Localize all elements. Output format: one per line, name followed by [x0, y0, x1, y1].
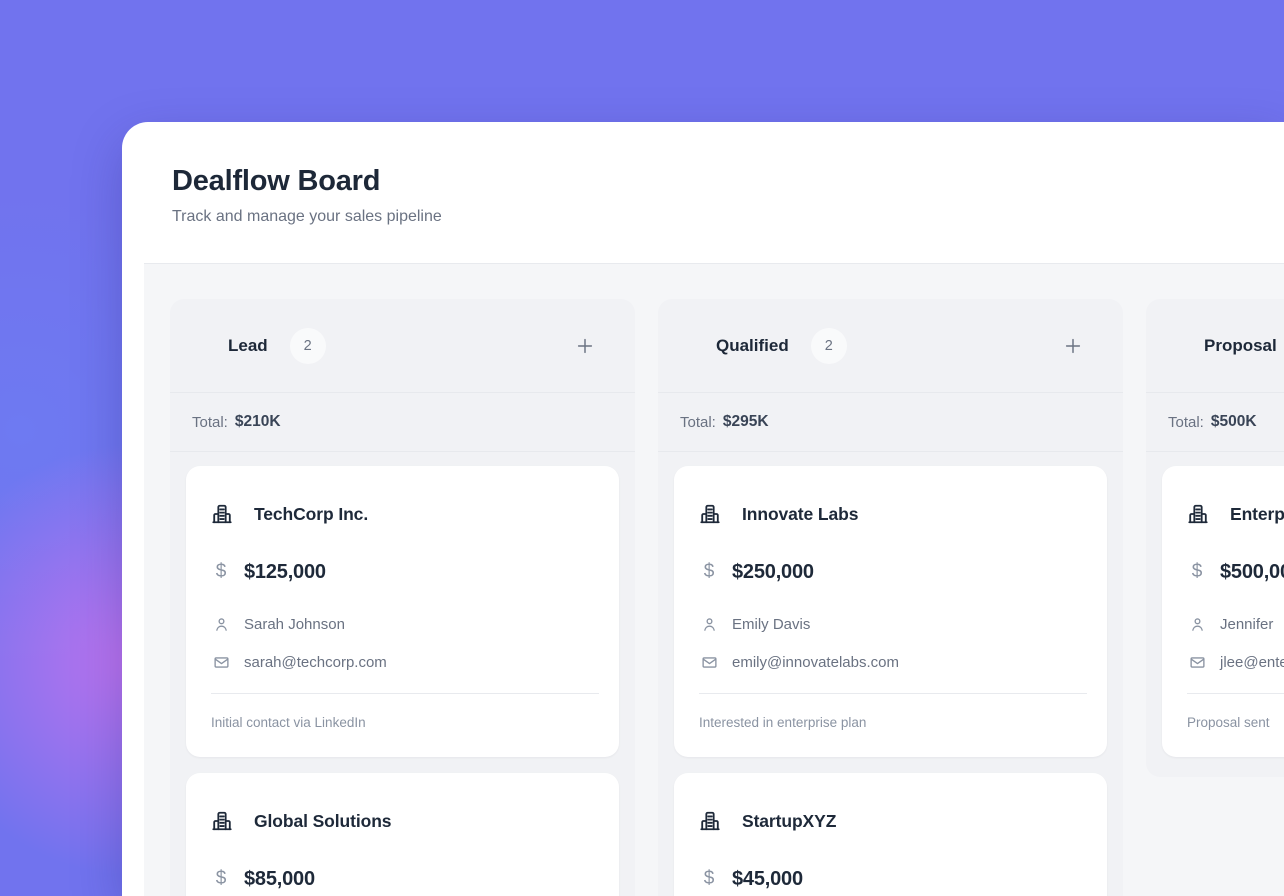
header-divider — [144, 263, 1284, 264]
card-email-row: jlee@enterprise.com — [1187, 650, 1284, 674]
card-divider — [1187, 693, 1284, 694]
card-company-row: Enterprise — [1187, 500, 1284, 528]
mail-icon — [1187, 654, 1207, 671]
card-deal-value: $85,000 — [244, 867, 315, 890]
plus-icon — [575, 335, 595, 357]
card-value-row: $ $250,000 — [699, 557, 1087, 587]
card-deal-value: $500,000 — [1220, 560, 1284, 583]
building-icon — [211, 810, 233, 832]
card-value-row: $ $125,000 — [211, 557, 599, 587]
card-note: Proposal sent — [1187, 715, 1270, 730]
column-proposal: Proposal 1 Total: $500K — [1146, 299, 1284, 777]
column-header: Lead 2 — [170, 299, 635, 393]
card-contact-row: Jennifer — [1187, 612, 1284, 636]
total-label: Total: — [192, 413, 228, 431]
total-label: Total: — [680, 413, 716, 431]
card-contact-row: Emily Davis — [699, 612, 1087, 636]
total-label: Total: — [1168, 413, 1204, 431]
card-deal-value: $250,000 — [732, 560, 814, 583]
card-deal-value: $125,000 — [244, 560, 326, 583]
column-header: Qualified 2 — [658, 299, 1123, 393]
add-deal-button[interactable] — [1059, 331, 1087, 361]
building-icon — [1187, 503, 1209, 525]
card-contact-name: Jennifer — [1220, 615, 1274, 633]
card-company-name: Enterprise — [1230, 503, 1284, 524]
card-value-row: $ $500,000 — [1187, 557, 1284, 587]
deal-card[interactable]: Enterprise $ $500,000 Jennifer — [1162, 466, 1284, 757]
app-panel: Dealflow Board Track and manage your sal… — [122, 122, 1284, 896]
column-count-badge: 2 — [289, 327, 326, 364]
building-icon — [699, 810, 721, 832]
column-total: Total: $210K — [170, 393, 635, 452]
total-value: $210K — [234, 413, 281, 430]
column-title: Proposal — [1204, 335, 1277, 355]
card-contact-email: sarah@techcorp.com — [244, 653, 387, 671]
page-subtitle: Track and manage your sales pipeline — [172, 208, 442, 225]
card-list: Enterprise $ $500,000 Jennifer — [1146, 452, 1284, 777]
mail-icon — [211, 654, 231, 671]
card-contact-row: Sarah Johnson — [211, 612, 599, 636]
card-company-name: TechCorp Inc. — [254, 503, 369, 524]
column-title: Qualified — [716, 335, 789, 355]
building-icon — [699, 503, 721, 525]
card-deal-value: $45,000 — [732, 867, 803, 890]
card-email-row: sarah@techcorp.com — [211, 650, 599, 674]
card-note: Initial contact via LinkedIn — [211, 715, 366, 730]
column-count-badge: 2 — [810, 327, 847, 364]
column-title: Lead — [228, 335, 268, 355]
column-header: Proposal 1 — [1146, 299, 1284, 393]
column-qualified: Qualified 2 Total: $295K — [658, 299, 1123, 896]
building-icon — [211, 503, 233, 525]
person-icon — [211, 616, 231, 633]
card-company-row: TechCorp Inc. — [211, 500, 599, 528]
card-value-row: $ $45,000 — [699, 864, 1087, 894]
column-total: Total: $295K — [658, 393, 1123, 452]
card-note: Interested in enterprise plan — [699, 715, 867, 730]
card-company-name: Innovate Labs — [742, 503, 859, 524]
pipeline-board: Lead 2 Total: $210K T — [144, 264, 1284, 896]
person-icon — [699, 616, 719, 633]
card-email-row: emily@innovatelabs.com — [699, 650, 1087, 674]
card-contact-name: Sarah Johnson — [244, 615, 345, 633]
card-company-name: Global Solutions — [254, 810, 392, 831]
card-divider — [211, 693, 599, 694]
deal-card[interactable]: StartupXYZ $ $45,000 — [674, 773, 1107, 896]
card-company-name: StartupXYZ — [742, 810, 837, 831]
dollar-icon: $ — [215, 868, 227, 889]
deal-card[interactable]: Global Solutions $ $85,000 — [186, 773, 619, 896]
deal-card[interactable]: TechCorp Inc. $ $125,000 Sarah Johnson — [186, 466, 619, 757]
card-divider — [699, 693, 1087, 694]
column-total: Total: $500K — [1146, 393, 1284, 452]
card-contact-email: jlee@enterprise.com — [1220, 653, 1284, 671]
page-title: Dealflow Board — [172, 165, 381, 197]
card-company-row: Global Solutions — [211, 807, 599, 835]
add-deal-button[interactable] — [571, 331, 599, 361]
column-lead: Lead 2 Total: $210K T — [170, 299, 635, 896]
card-company-row: Innovate Labs — [699, 500, 1087, 528]
card-contact-email: emily@innovatelabs.com — [732, 653, 899, 671]
dollar-icon: $ — [703, 868, 715, 889]
card-value-row: $ $85,000 — [211, 864, 599, 894]
page-header: Dealflow Board Track and manage your sal… — [122, 122, 1284, 228]
card-company-row: StartupXYZ — [699, 807, 1087, 835]
card-list: TechCorp Inc. $ $125,000 Sarah Johnson — [170, 452, 635, 896]
total-value: $295K — [722, 413, 769, 430]
total-value: $500K — [1210, 413, 1257, 430]
dollar-icon: $ — [1191, 561, 1203, 582]
plus-icon — [1063, 335, 1083, 357]
dollar-icon: $ — [703, 561, 715, 582]
mail-icon — [699, 654, 719, 671]
card-list: Innovate Labs $ $250,000 Emily Davis — [658, 452, 1123, 896]
person-icon — [1187, 616, 1207, 633]
card-contact-name: Emily Davis — [732, 615, 811, 633]
deal-card[interactable]: Innovate Labs $ $250,000 Emily Davis — [674, 466, 1107, 757]
dollar-icon: $ — [215, 561, 227, 582]
